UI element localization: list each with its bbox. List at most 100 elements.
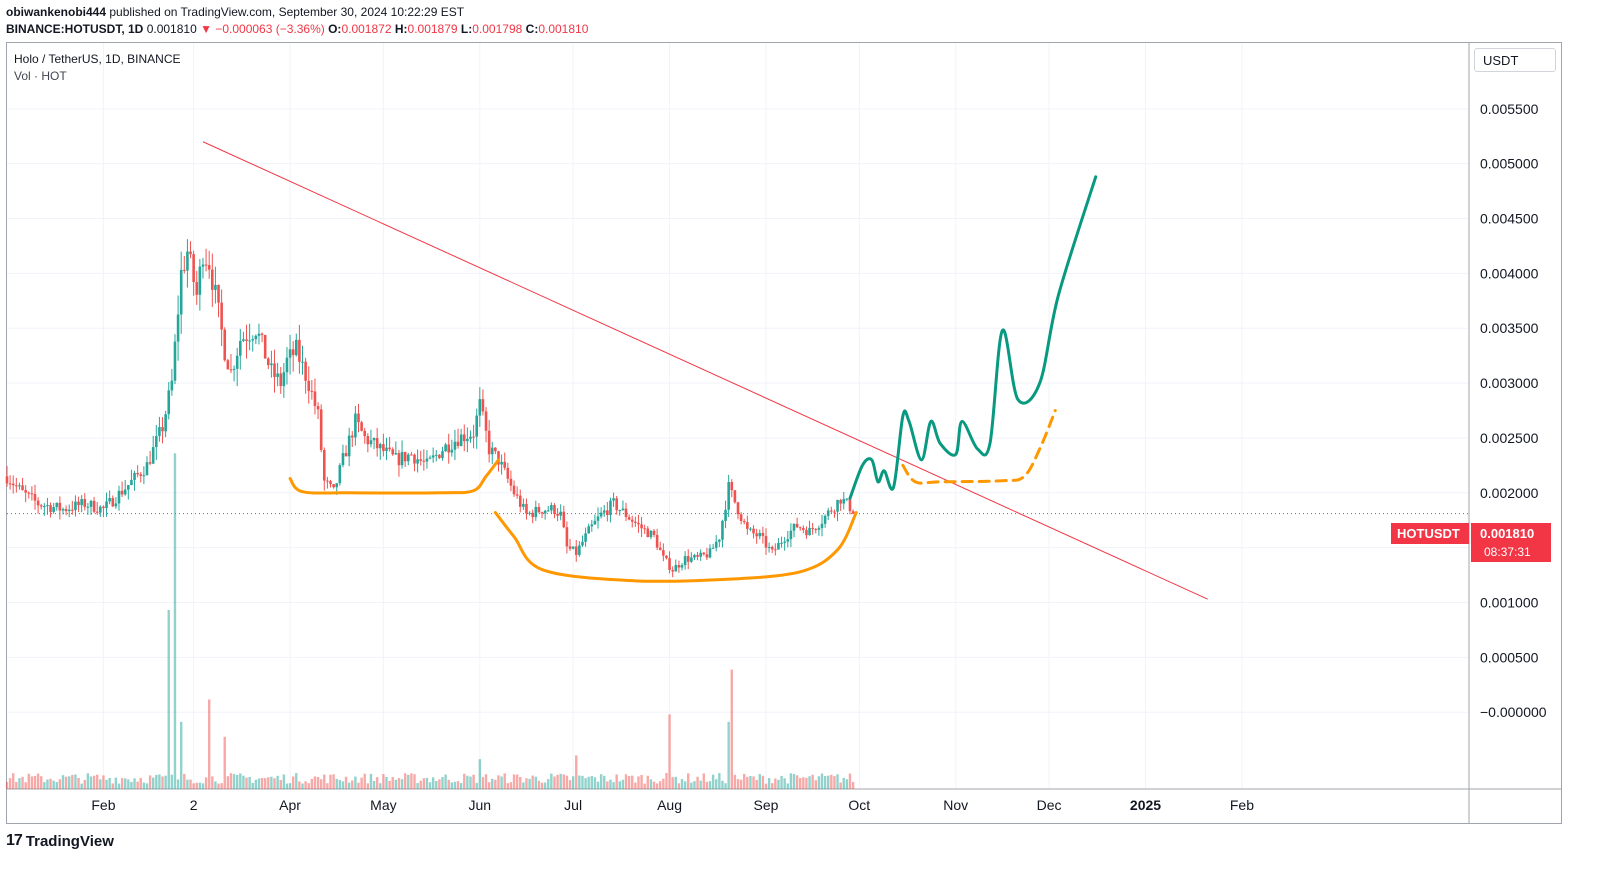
candle-body — [780, 542, 783, 544]
volume-bar — [152, 777, 155, 789]
candle-body — [229, 369, 233, 371]
candle-body — [322, 449, 326, 481]
volume-bar — [609, 779, 612, 789]
candle-body — [640, 524, 643, 529]
volume-bar — [189, 779, 192, 789]
volume-bar — [643, 783, 646, 789]
volume-bar — [130, 781, 133, 789]
volume-bar — [805, 777, 808, 789]
candle-body — [410, 454, 413, 456]
candle-body — [431, 455, 435, 458]
volume-bar — [161, 776, 164, 789]
low-label: L: — [460, 22, 473, 36]
volume-bar — [416, 783, 419, 789]
volume-bar — [652, 781, 656, 789]
candle-body — [515, 494, 519, 496]
volume-bar — [627, 776, 631, 789]
candle-body — [307, 380, 311, 391]
candle-body — [462, 434, 466, 442]
candle-body — [382, 444, 385, 452]
candle-body — [151, 447, 155, 464]
candle-body — [77, 501, 80, 506]
candle-body — [565, 527, 569, 547]
y-tick-label: 0.005000 — [1480, 156, 1539, 172]
candle-body — [242, 339, 245, 341]
volume-bar — [8, 778, 12, 789]
teal-projection-path — [848, 175, 1098, 500]
candle-body — [730, 482, 734, 491]
volume-bar — [291, 776, 295, 789]
candle-body — [294, 339, 298, 356]
volume-bar — [46, 779, 49, 789]
volume-bar — [534, 776, 538, 789]
candle-body — [811, 527, 814, 530]
tradingview-logo-icon: 17 — [6, 832, 23, 849]
volume-bar — [596, 781, 600, 789]
chart-legend-title[interactable]: Holo / TetherUS, 1D, BINANCE — [14, 52, 181, 66]
volume-bar — [335, 778, 338, 789]
candle-body — [366, 436, 370, 445]
candle-body — [820, 523, 824, 529]
candle-body — [550, 505, 553, 511]
volume-legend[interactable]: Vol · HOT — [14, 69, 67, 83]
volume-bar — [503, 773, 506, 789]
candle-body — [425, 458, 429, 462]
volume-bar — [543, 782, 547, 789]
candle-body — [627, 517, 631, 520]
candle-body — [512, 485, 516, 495]
candle-body — [285, 357, 289, 373]
candle-body — [559, 511, 562, 516]
candle-body — [33, 493, 37, 501]
volume-bar — [795, 775, 799, 789]
candle-body — [419, 459, 423, 461]
currency-selector[interactable]: USDT — [1474, 48, 1556, 72]
candle-body — [310, 390, 314, 392]
volume-bar — [777, 779, 780, 789]
volume-bar — [363, 773, 366, 789]
candle-body — [777, 542, 780, 550]
candle-body — [630, 519, 634, 522]
candle-body — [254, 335, 258, 340]
volume-bar — [447, 779, 450, 789]
candle-body — [749, 528, 752, 530]
candle-body — [61, 509, 65, 511]
volume-bar — [696, 776, 699, 789]
candle-body — [556, 513, 559, 516]
author-name[interactable]: obiwankenobi444 — [6, 5, 107, 19]
volume-bar — [105, 779, 108, 789]
candle-body — [696, 555, 699, 557]
candle-body — [354, 413, 357, 438]
tradingview-brand[interactable]: 17 TradingView — [6, 832, 114, 850]
candle-body — [534, 506, 538, 518]
volume-bar — [242, 775, 245, 789]
y-tick-label: −0.000000 — [1480, 704, 1547, 720]
volume-bar — [263, 778, 267, 789]
volume-bar — [170, 774, 174, 789]
candle-body — [114, 503, 118, 507]
volume-bar — [431, 777, 435, 789]
volume-bar — [814, 780, 817, 789]
volume-bar — [820, 773, 824, 789]
candle-body — [186, 251, 189, 271]
volume-bar — [341, 781, 345, 789]
candle-body — [95, 511, 99, 513]
volume-bar — [357, 782, 360, 789]
volume-bar — [148, 775, 152, 789]
volume-bar — [761, 775, 765, 789]
candle-body — [481, 399, 485, 412]
volume-bar — [61, 775, 65, 789]
volume-bar — [49, 778, 52, 789]
volume-bar — [344, 776, 348, 789]
candle-body — [634, 521, 637, 523]
volume-bar — [481, 777, 485, 789]
candle-body — [447, 444, 451, 453]
candle-body — [842, 498, 846, 504]
volume-bar — [229, 773, 233, 789]
x-tick-label: Feb — [1230, 797, 1254, 813]
candle-body — [618, 510, 622, 512]
candle-body — [444, 444, 447, 452]
volume-bar — [102, 775, 105, 789]
candle-body — [518, 495, 522, 507]
candle-body — [833, 511, 836, 513]
